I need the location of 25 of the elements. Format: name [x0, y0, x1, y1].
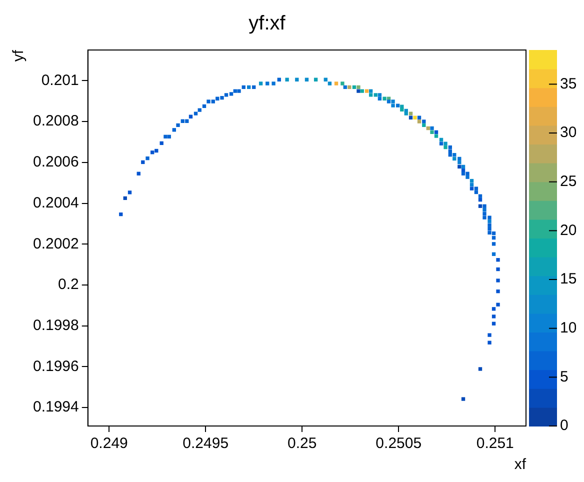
color-bar-label: 5: [560, 368, 568, 386]
x-axis-title: xf: [514, 456, 527, 474]
y-tick-label: 0.201: [41, 72, 79, 89]
color-bar-label: 0: [560, 417, 568, 434]
x-tick-label: 0.251: [476, 435, 514, 452]
color-bar-label: 20: [560, 222, 577, 239]
y-tick-label: 0.1994: [32, 398, 79, 416]
chart-title: yf:xf: [248, 12, 286, 35]
y-axis-title: yf: [10, 49, 28, 62]
x-tick-label: 0.2495: [182, 435, 229, 452]
y-tick-label: 0.2006: [32, 154, 79, 171]
color-bar-label: 35: [560, 75, 577, 92]
y-tick-label: 0.1996: [32, 358, 79, 375]
y-tick-label: 0.1998: [32, 317, 79, 334]
x-tick-label: 0.249: [90, 435, 128, 452]
color-bar-label: 15: [560, 270, 577, 288]
x-tick-label: 0.25: [288, 435, 317, 452]
color-bar-label: 30: [560, 124, 577, 142]
color-bar-label: 10: [560, 319, 577, 336]
color-bar-label: 25: [560, 172, 577, 190]
x-tick-label: 0.2505: [376, 435, 422, 452]
y-tick-label: 0.2002: [32, 235, 79, 252]
y-tick-label: 0.2008: [32, 112, 79, 130]
y-tick-label: 0.2004: [32, 194, 79, 212]
y-tick-label: 0.2: [58, 276, 79, 294]
